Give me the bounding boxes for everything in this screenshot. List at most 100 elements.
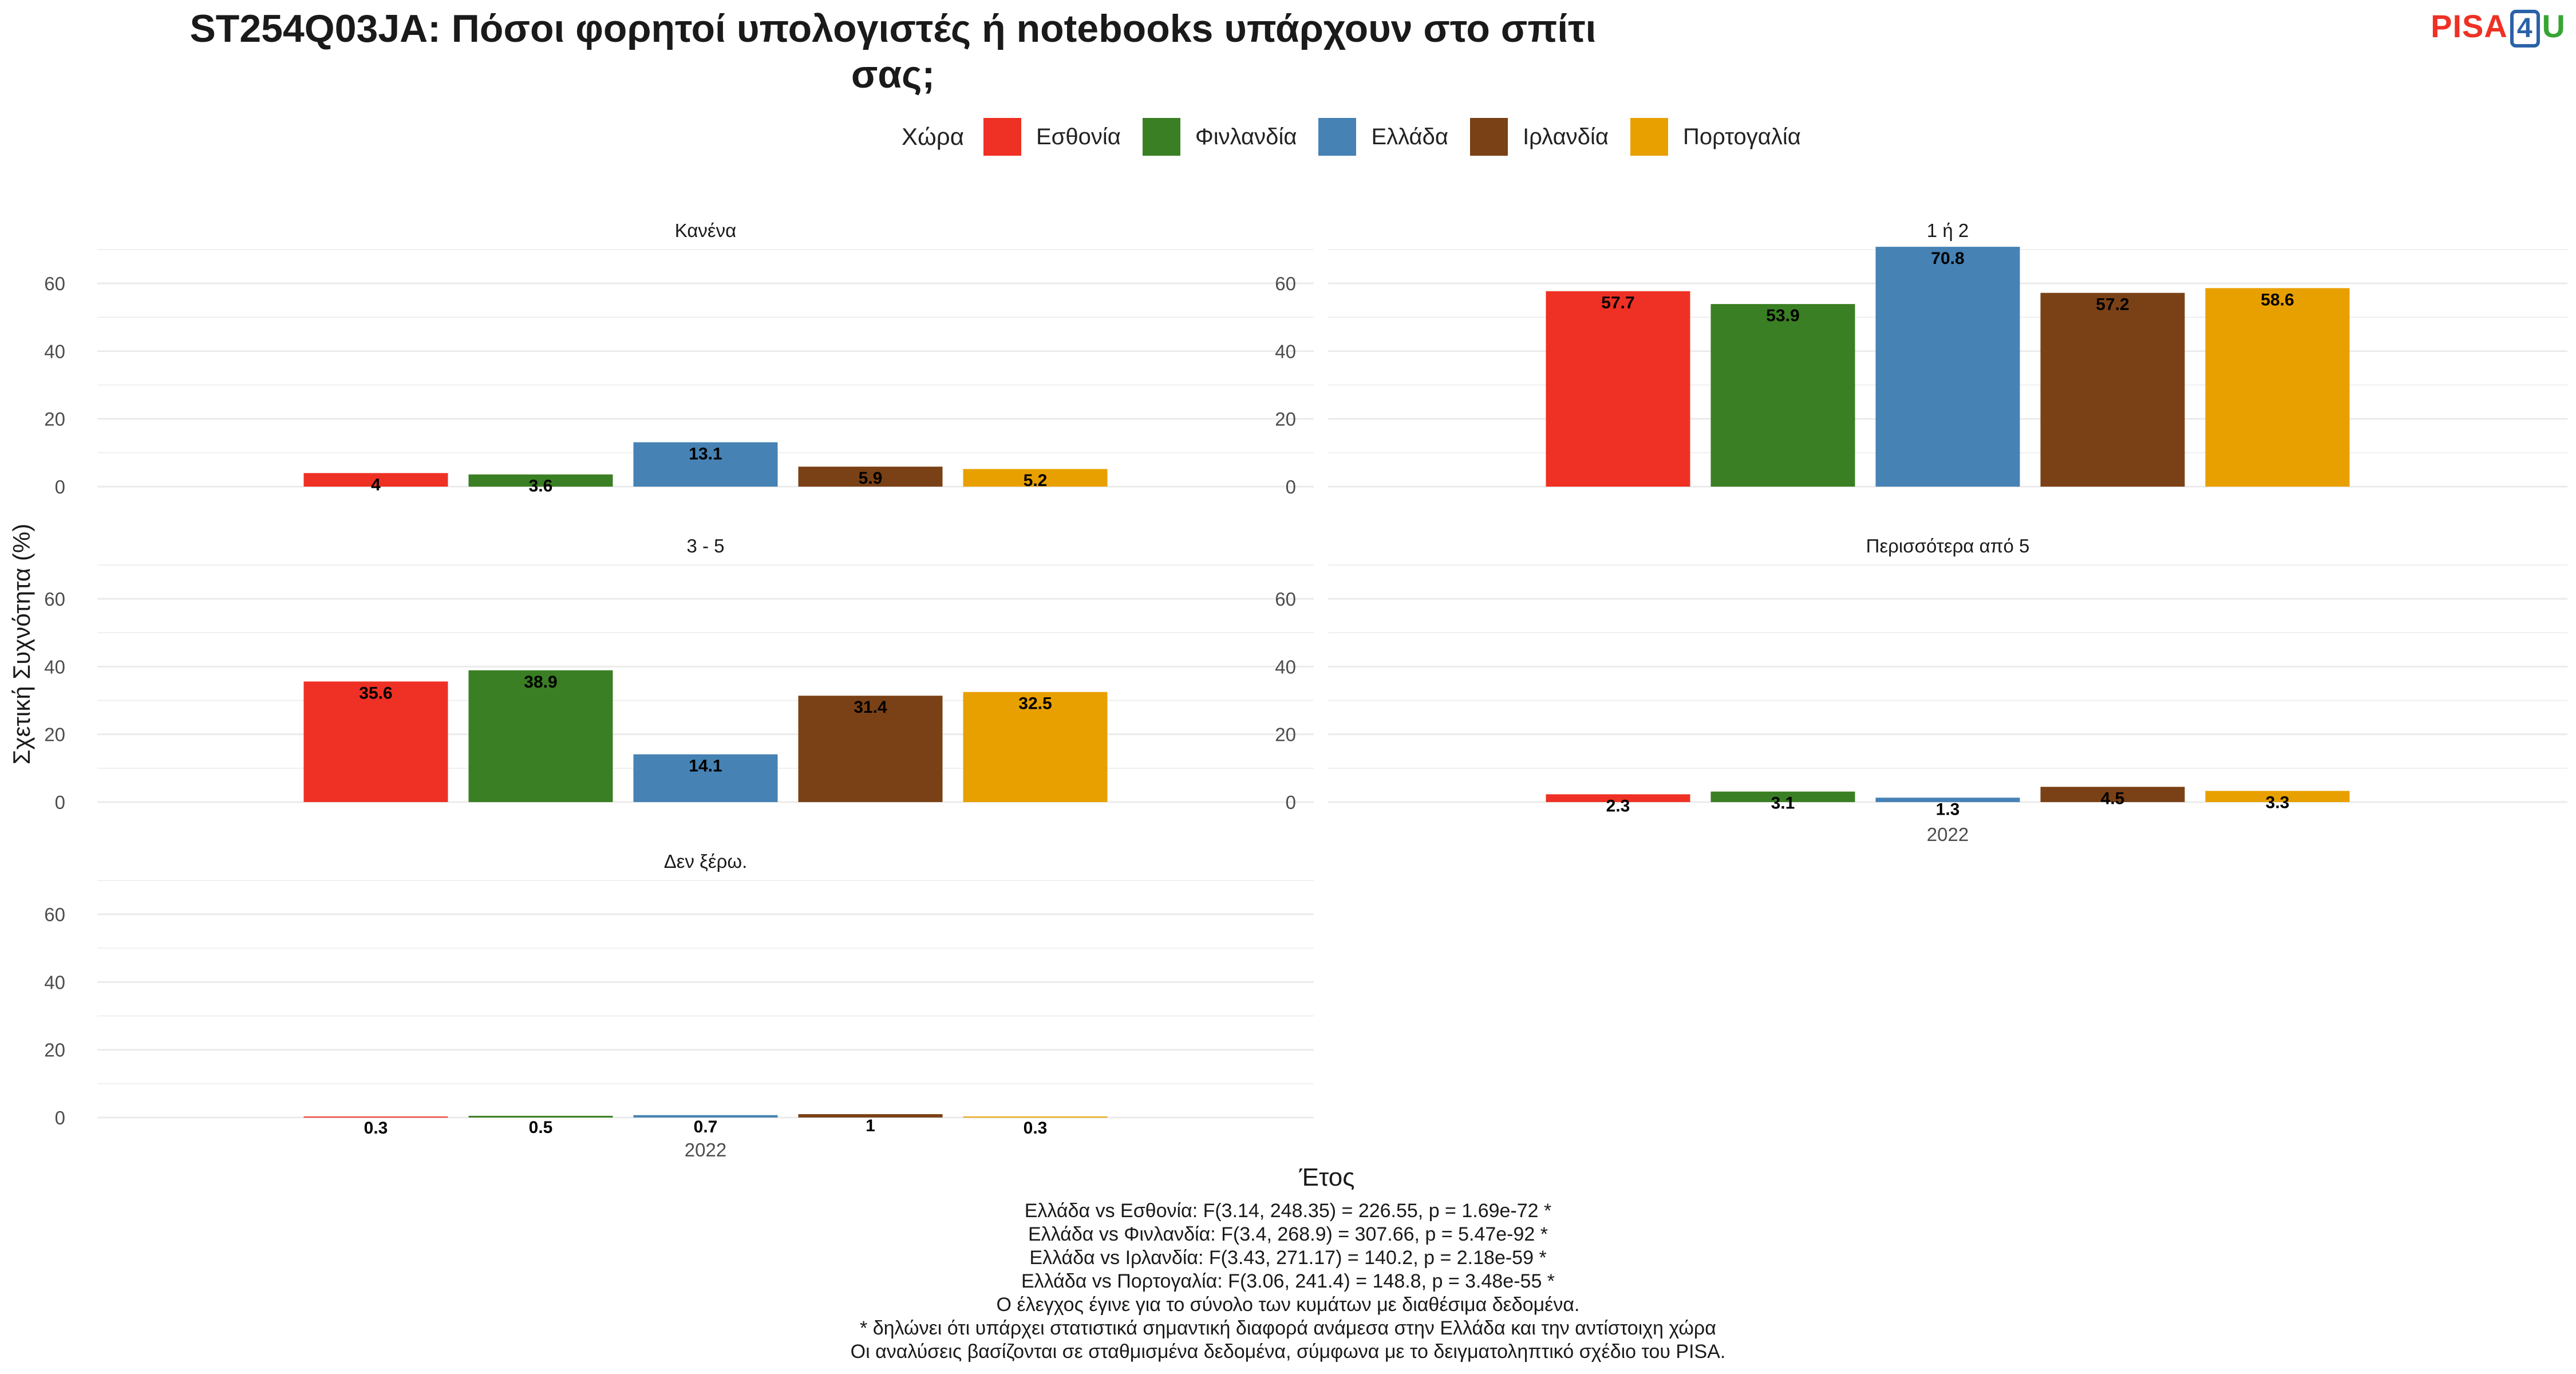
bar-value-label-4-0: 0.3: [364, 1119, 388, 1138]
legend-label-ireland: Ιρλανδία: [1523, 124, 1609, 149]
y-tick-label-0-40: 40: [44, 341, 65, 362]
bar-3-1: [1710, 791, 1855, 802]
y-tick-label-2-20: 20: [44, 724, 65, 745]
bar-value-label-1-0: 57.7: [1601, 294, 1634, 313]
bar-value-label-3-3: 4.5: [2101, 789, 2125, 808]
legend-label-greece: Ελλάδα: [1371, 124, 1449, 149]
legend-swatch-finland: [1142, 118, 1180, 156]
bar-value-label-1-4: 58.6: [2261, 290, 2294, 309]
y-tick-label-1-0: 0: [1286, 476, 1296, 498]
bar-3-0: [1546, 794, 1690, 802]
chart-title-line-1: ST254Q03JA: Πόσοι φορητοί υπολογιστές ή …: [189, 7, 1597, 50]
bar-value-label-0-4: 5.2: [1024, 471, 1048, 490]
bar-value-label-0-1: 3.6: [529, 477, 553, 496]
bar-0-3: [798, 467, 943, 487]
bar-2-1: [468, 670, 613, 802]
footnote-line-3: Ελλάδα vs Ιρλανδία: F(3.43, 271.17) = 14…: [1029, 1247, 1547, 1269]
chart-legend: Χώρα Εσθονία Φινλανδία Ελλάδα Ιρλανδία Π…: [902, 116, 1823, 158]
y-tick-label-0-60: 60: [44, 273, 65, 294]
legend-item-ireland: Ιρλανδία: [1470, 118, 1609, 156]
chart-title-line-2: σας;: [851, 53, 935, 96]
legend-label-finland: Φινλανδία: [1195, 124, 1297, 149]
bar-value-label-3-4: 3.3: [2266, 793, 2290, 812]
bar-2-3: [798, 696, 943, 802]
y-axis-title: Σχετική Συχνότητα (%): [8, 524, 35, 765]
footnote-line-7: Οι αναλύσεις βασίζονται σε σταθμισμένα δ…: [850, 1341, 1726, 1363]
bar-value-label-2-1: 38.9: [524, 673, 557, 692]
y-tick-label-1-40: 40: [1275, 341, 1296, 362]
bar-4-0: [303, 1116, 448, 1118]
pisa4u-logo: PISA 4 U: [2431, 8, 2566, 48]
bar-0-2: [633, 442, 778, 487]
y-tick-label-3-60: 60: [1275, 589, 1296, 610]
y-tick-label-4-20: 20: [44, 1040, 65, 1061]
legend-item-greece: Ελλάδα: [1318, 118, 1448, 156]
bar-value-label-2-2: 14.1: [689, 757, 722, 776]
bar-1-4: [2205, 288, 2350, 487]
y-tick-label-4-60: 60: [44, 904, 65, 925]
y-tick-label-3-20: 20: [1275, 724, 1296, 745]
bar-0-0: [303, 473, 448, 487]
y-tick-label-0-0: 0: [55, 476, 65, 498]
y-tick-label-0-20: 20: [44, 409, 65, 430]
bar-value-label-2-3: 31.4: [854, 698, 887, 717]
legend-label-portugal: Πορτογαλία: [1682, 124, 1801, 149]
bar-value-label-3-2: 1.3: [1936, 800, 1960, 819]
bar-value-label-4-2: 0.7: [694, 1118, 718, 1136]
y-tick-label-3-0: 0: [1286, 792, 1296, 813]
logo-text-u: U: [2542, 8, 2566, 44]
bar-1-0: [1546, 291, 1690, 487]
legend-item-estonia: Εσθονία: [983, 118, 1121, 156]
bar-1-2: [1875, 247, 2020, 487]
logo-text-four: 4: [2510, 10, 2540, 48]
bar-value-label-4-3: 1: [866, 1116, 875, 1135]
bar-3-3: [2040, 787, 2185, 802]
bar-0-1: [468, 474, 613, 487]
bar-2-4: [963, 692, 1108, 802]
bar-2-0: [303, 681, 448, 802]
bar-1-3: [2040, 293, 2185, 487]
bar-4-1: [468, 1116, 613, 1118]
bar-3-2: [1875, 797, 2020, 802]
bar-4-3: [798, 1114, 943, 1118]
bar-value-label-4-1: 0.5: [529, 1118, 553, 1137]
facet-title-2: 3 - 5: [686, 535, 724, 556]
bar-0-4: [963, 469, 1108, 487]
y-tick-label-3-40: 40: [1275, 656, 1296, 677]
bar-value-label-2-4: 32.5: [1018, 694, 1052, 713]
legend-swatch-portugal: [1630, 118, 1668, 156]
bar-value-label-3-0: 2.3: [1606, 796, 1630, 815]
bar-1-1: [1710, 304, 1855, 487]
bar-4-4: [963, 1116, 1108, 1118]
bar-value-label-1-3: 57.2: [2096, 295, 2129, 314]
x-tick-label-3: 2022: [1927, 824, 1969, 845]
y-tick-label-2-60: 60: [44, 589, 65, 610]
legend-item-finland: Φινλανδία: [1142, 118, 1297, 156]
bar-3-4: [2205, 791, 2350, 802]
footnote-line-6: * δηλώνει ότι υπάρχει στατιστικά σημαντι…: [860, 1317, 1716, 1339]
footnote-line-1: Ελλάδα vs Εσθονία: F(3.14, 248.35) = 226…: [1024, 1200, 1552, 1222]
legend-swatch-greece: [1318, 118, 1357, 156]
facet-title-3: Περισσότερα από 5: [1866, 535, 2030, 556]
y-tick-label-4-0: 0: [55, 1107, 65, 1128]
y-tick-label-1-20: 20: [1275, 409, 1296, 430]
bar-value-label-4-4: 0.3: [1024, 1119, 1048, 1138]
bar-value-label-0-0: 4: [371, 475, 381, 494]
bar-value-label-0-3: 5.9: [859, 469, 883, 488]
bar-value-label-3-1: 3.1: [1771, 794, 1795, 813]
legend-title: Χώρα: [902, 123, 964, 150]
footnote-line-4: Ελλάδα vs Πορτογαλία: F(3.06, 241.4) = 1…: [1021, 1270, 1555, 1292]
footnote-line-5: Ο έλεγχος έγινε για το σύνολο των κυμάτω…: [996, 1294, 1580, 1316]
logo-text-pisa: PISA: [2431, 8, 2508, 44]
y-tick-label-1-60: 60: [1275, 273, 1296, 294]
legend-swatch-ireland: [1470, 118, 1508, 156]
chart-title: ST254Q03JA: Πόσοι φορητοί υπολογιστές ή …: [0, 6, 1786, 97]
legend-label-estonia: Εσθονία: [1036, 124, 1121, 149]
y-tick-label-2-40: 40: [44, 656, 65, 677]
bar-value-label-2-0: 35.6: [359, 684, 392, 702]
bar-value-label-0-2: 13.1: [689, 444, 722, 463]
bar-value-label-1-1: 53.9: [1766, 306, 1799, 325]
facet-title-0: Κανένα: [675, 220, 736, 241]
y-tick-label-4-40: 40: [44, 972, 65, 993]
